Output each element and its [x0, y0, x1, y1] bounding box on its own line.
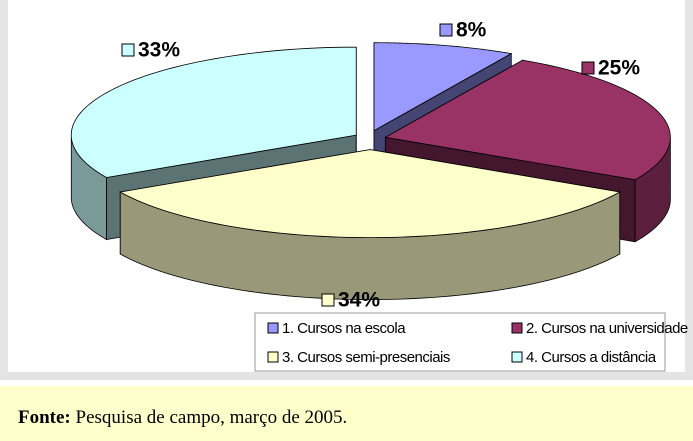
- legend-swatch: [511, 322, 523, 334]
- footer: Fonte: Pesquisa de campo, março de 2005.: [18, 407, 347, 428]
- legend-swatch: [511, 351, 523, 363]
- legend: 1. Cursos na escola 2. Cursos na universi…: [267, 320, 688, 366]
- legend-label: 4. Cursos a distância: [526, 349, 657, 366]
- footer-label: Fonte:: [18, 407, 71, 428]
- value-label: 8%: [456, 19, 487, 42]
- footer-band: [0, 386, 693, 441]
- legend-label: 3. Cursos semi-presenciais: [282, 349, 450, 366]
- legend-swatch: [267, 351, 279, 363]
- footer-text: Pesquisa de campo, março de 2005.: [76, 407, 348, 428]
- legend-box: [254, 312, 666, 372]
- value-label-swatch: [121, 43, 135, 57]
- pie: [70, 42, 671, 301]
- legend-label: 1. Cursos na escola: [282, 320, 406, 337]
- slice: [119, 149, 621, 301]
- slice-top: [119, 149, 621, 239]
- value-label: 25%: [598, 57, 640, 80]
- value-label: 33%: [138, 39, 180, 62]
- slice-top: [70, 46, 357, 178]
- legend-swatch: [267, 322, 279, 334]
- value-label-swatch: [581, 61, 595, 75]
- value-label-swatch: [439, 23, 453, 37]
- value-label-swatch: [321, 293, 335, 307]
- value-label: 34%: [338, 289, 380, 312]
- slice-top: [384, 59, 671, 181]
- slice-top: [373, 42, 513, 132]
- legend-label: 2. Cursos na universidade: [526, 320, 688, 337]
